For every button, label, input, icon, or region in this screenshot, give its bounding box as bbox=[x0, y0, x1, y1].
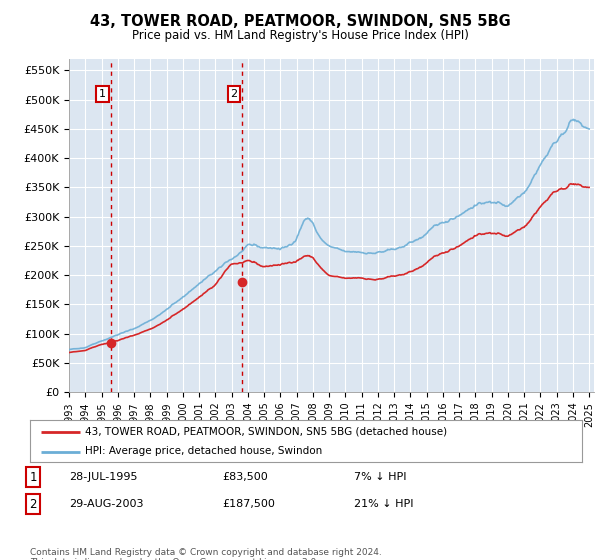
Text: 2: 2 bbox=[230, 89, 238, 99]
Text: 29-AUG-2003: 29-AUG-2003 bbox=[69, 499, 143, 509]
Text: £83,500: £83,500 bbox=[222, 472, 268, 482]
Text: 2: 2 bbox=[29, 497, 37, 511]
Text: 1: 1 bbox=[99, 89, 106, 99]
Text: Contains HM Land Registry data © Crown copyright and database right 2024.
This d: Contains HM Land Registry data © Crown c… bbox=[30, 548, 382, 560]
Text: Price paid vs. HM Land Registry's House Price Index (HPI): Price paid vs. HM Land Registry's House … bbox=[131, 29, 469, 42]
Text: 43, TOWER ROAD, PEATMOOR, SWINDON, SN5 5BG (detached house): 43, TOWER ROAD, PEATMOOR, SWINDON, SN5 5… bbox=[85, 427, 448, 437]
Text: 43, TOWER ROAD, PEATMOOR, SWINDON, SN5 5BG: 43, TOWER ROAD, PEATMOOR, SWINDON, SN5 5… bbox=[89, 14, 511, 29]
Text: 7% ↓ HPI: 7% ↓ HPI bbox=[354, 472, 407, 482]
Text: £187,500: £187,500 bbox=[222, 499, 275, 509]
Text: 28-JUL-1995: 28-JUL-1995 bbox=[69, 472, 137, 482]
Text: 21% ↓ HPI: 21% ↓ HPI bbox=[354, 499, 413, 509]
Text: 1: 1 bbox=[29, 470, 37, 484]
Text: HPI: Average price, detached house, Swindon: HPI: Average price, detached house, Swin… bbox=[85, 446, 322, 456]
